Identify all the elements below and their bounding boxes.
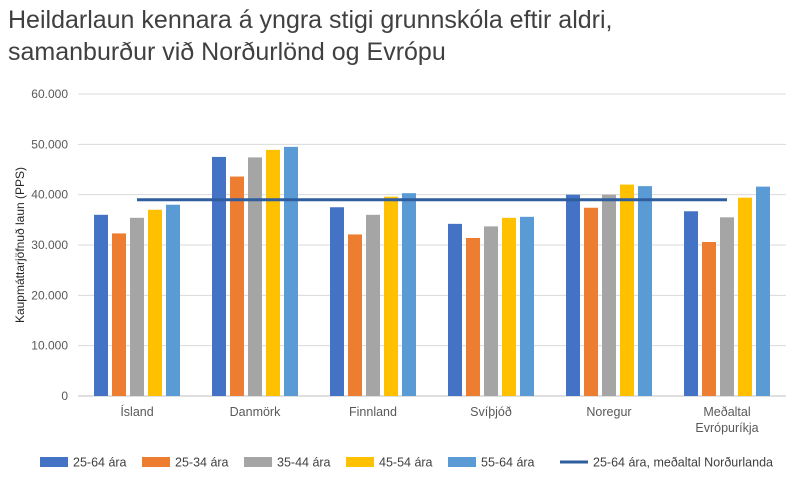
legend-label: 25-64 ára (73, 456, 127, 470)
bar (402, 193, 416, 396)
bar (212, 156, 226, 396)
bar (448, 223, 462, 396)
legend-label: 55-64 ára (481, 456, 535, 470)
bar (466, 237, 480, 396)
legend: 25-64 ára 25-34 ára 35-44 ára 45-54 ára 55-6… (40, 456, 773, 470)
bar (148, 209, 162, 396)
x-tick-label: Finnland (349, 405, 397, 419)
bar (720, 217, 734, 396)
legend-swatch (142, 457, 170, 467)
gridlines (78, 93, 786, 397)
legend-label: 25-64 ára, meðaltal Norðurlanda (593, 456, 773, 470)
legend-label: 35-44 ára (277, 456, 331, 470)
bar (602, 194, 616, 396)
bar (112, 233, 126, 396)
y-tick-label: 0 (61, 389, 68, 403)
bar (620, 184, 634, 396)
bar (94, 214, 108, 396)
bar (738, 197, 752, 396)
x-tick-label: Svíþjóð (470, 405, 512, 419)
bar (502, 217, 516, 396)
bar (130, 217, 144, 396)
bar (366, 214, 380, 396)
x-tick-label: Ísland (120, 404, 153, 419)
y-tick-label: 10.000 (31, 339, 68, 353)
bar (330, 207, 344, 396)
bar (684, 211, 698, 396)
chart-title: Heildarlaun kennara á yngra stigi grunns… (8, 4, 788, 68)
legend-label: 45-54 ára (379, 456, 433, 470)
y-tick-label: 50.000 (31, 137, 68, 151)
bar (248, 157, 262, 396)
y-axis-label: Kaupmáttarjöfnuð laun (PPS) (13, 167, 27, 323)
bar (284, 146, 298, 396)
legend-swatch (244, 457, 272, 467)
bars (94, 146, 770, 396)
bar (166, 204, 180, 396)
y-axis-ticks: 0 10.000 20.000 30.000 40.000 50.000 60.000 (31, 87, 68, 403)
bar (348, 234, 362, 396)
y-tick-label: 40.000 (31, 188, 68, 202)
x-axis-categories: Ísland Danmörk Finnland Svíþjóð Noregur Meðal… (120, 404, 758, 435)
bar (702, 241, 716, 396)
bar (230, 176, 244, 396)
bar (638, 186, 652, 396)
x-tick-label: Noregur (586, 405, 631, 419)
bar (484, 226, 498, 396)
chart-title-line-2: samanburður við Norðurlönd og Evrópu (8, 38, 446, 66)
chart-title-line-1: Heildarlaun kennara á yngra stigi grunns… (8, 6, 613, 34)
y-tick-label: 60.000 (31, 87, 68, 101)
bar (520, 216, 534, 396)
x-tick-label: Danmörk (230, 405, 281, 419)
legend-swatch (448, 457, 476, 467)
bar (584, 207, 598, 396)
bar (384, 196, 398, 396)
y-tick-label: 30.000 (31, 238, 68, 252)
y-tick-label: 20.000 (31, 288, 68, 302)
bar (266, 149, 280, 396)
bar (566, 194, 580, 396)
legend-swatch (346, 457, 374, 467)
x-tick-label: Meðaltal Evrópuríkja (695, 405, 758, 435)
legend-swatch (40, 457, 68, 467)
bar (756, 186, 770, 396)
legend-label: 25-34 ára (175, 456, 229, 470)
